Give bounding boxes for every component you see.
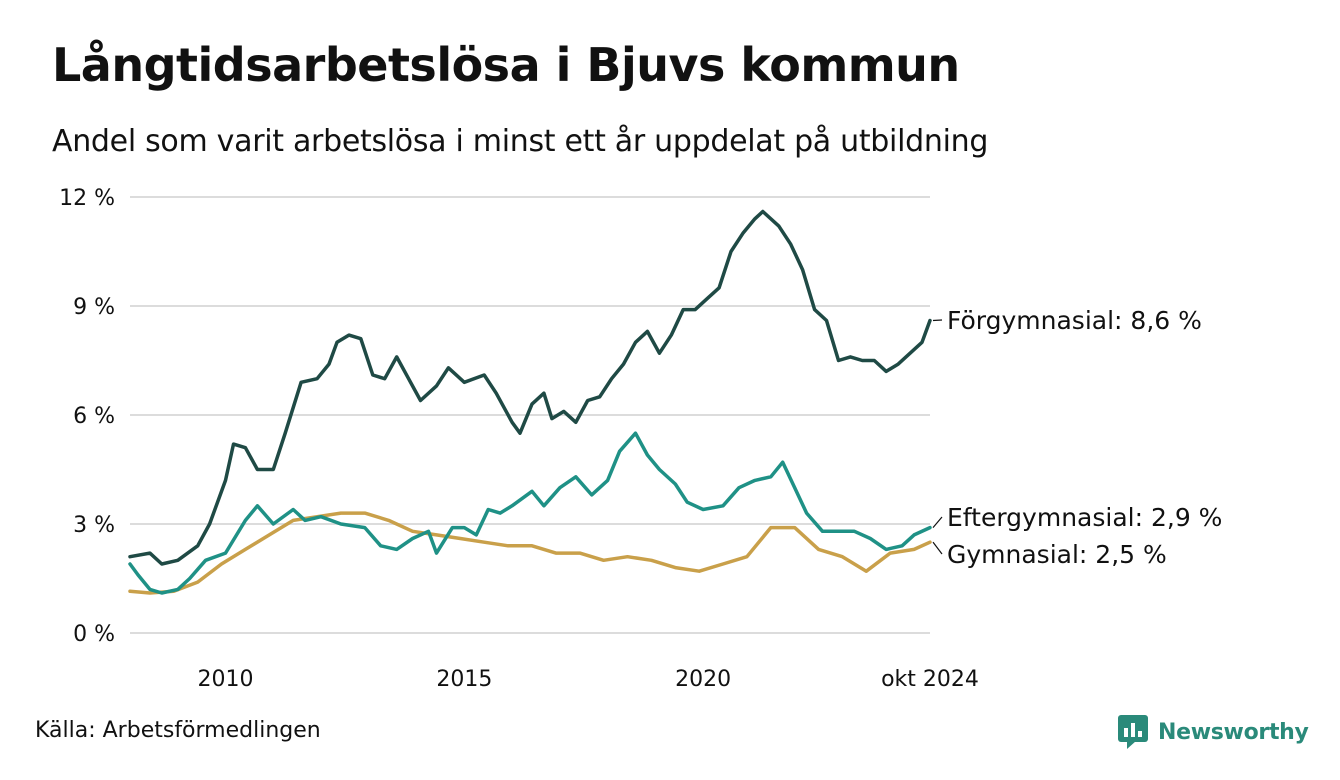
series-line-eftergymnasial bbox=[128, 431, 932, 595]
line-chart: 0 % 3 % 6 % 9 % 12 % 2010 2015 2020 okt 2024 Fö… bbox=[59, 186, 1222, 692]
source-note: Källa: Arbetsförmedlingen bbox=[35, 718, 321, 743]
series-end-label: Eftergymnasial: 2,9 % bbox=[947, 503, 1222, 532]
chart-subtitle: Andel som varit arbetslösa i minst ett å… bbox=[52, 124, 989, 159]
brand-logo[interactable]: Newsworthy bbox=[1118, 712, 1309, 752]
series-line-f-rgymnasial bbox=[128, 209, 932, 566]
brand-name: Newsworthy bbox=[1158, 719, 1309, 745]
x-tick-label: okt 2024 bbox=[881, 667, 979, 692]
series-lines bbox=[128, 209, 932, 595]
leader-line bbox=[932, 516, 943, 529]
series-end-label: Gymnasial: 2,5 % bbox=[947, 540, 1167, 569]
x-axis-tick-labels: 2010 2015 2020 okt 2024 bbox=[198, 667, 979, 692]
leader-line bbox=[932, 541, 943, 555]
y-axis-tick-labels: 0 % 3 % 6 % 9 % 12 % bbox=[59, 186, 115, 647]
chart-title: Långtidsarbetslösa i Bjuvs kommun bbox=[52, 38, 960, 92]
x-tick-label: 2010 bbox=[198, 667, 254, 692]
series-line-gymnasial bbox=[128, 511, 932, 595]
y-tick-label: 9 % bbox=[73, 295, 115, 320]
y-tick-label: 12 % bbox=[59, 186, 115, 211]
leader-line bbox=[932, 319, 943, 322]
y-tick-label: 3 % bbox=[73, 513, 115, 538]
gridlines bbox=[130, 196, 930, 634]
y-tick-label: 0 % bbox=[73, 622, 115, 647]
series-end-labels: Förgymnasial: 8,6 % Eftergymnasial: 2,9 %… bbox=[932, 306, 1222, 569]
y-tick-label: 6 % bbox=[73, 404, 115, 429]
bar-chart-speech-bubble-icon bbox=[1118, 715, 1148, 749]
series-end-label: Förgymnasial: 8,6 % bbox=[947, 306, 1202, 335]
x-tick-label: 2015 bbox=[436, 667, 492, 692]
x-tick-label: 2020 bbox=[675, 667, 731, 692]
